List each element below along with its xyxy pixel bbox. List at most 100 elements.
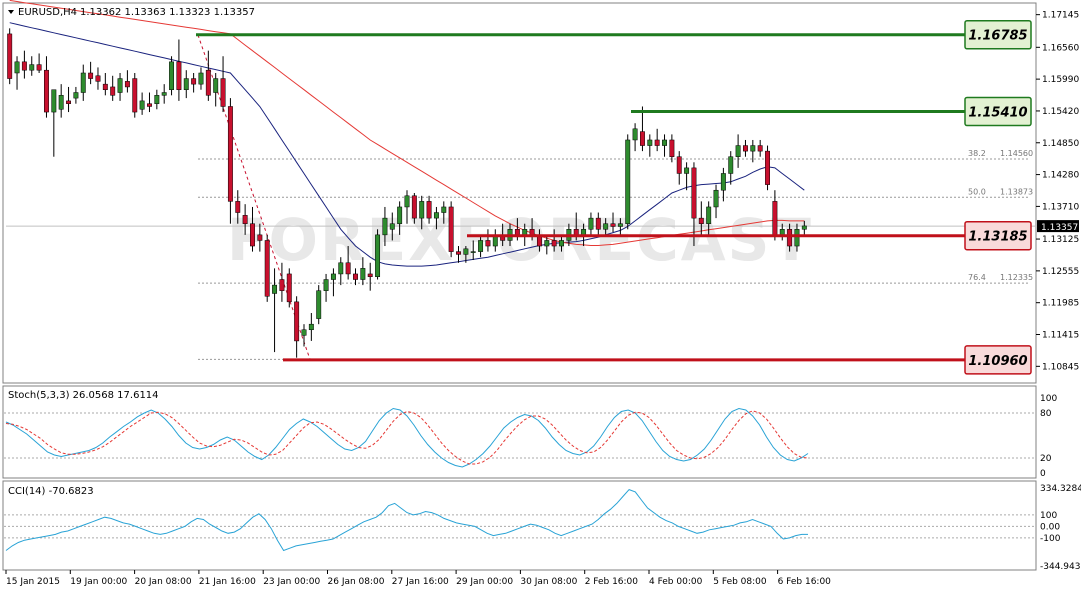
- candle[interactable]: [647, 134, 653, 157]
- candle[interactable]: [433, 206, 439, 230]
- candle[interactable]: [765, 145, 770, 191]
- candle[interactable]: [713, 184, 719, 219]
- candle[interactable]: [66, 86, 71, 113]
- candle[interactable]: [360, 257, 366, 286]
- candle[interactable]: [124, 70, 130, 93]
- candle[interactable]: [595, 212, 601, 235]
- candle[interactable]: [375, 229, 381, 280]
- candle[interactable]: [706, 201, 712, 235]
- candle[interactable]: [110, 75, 116, 101]
- candle[interactable]: [676, 151, 682, 185]
- candle[interactable]: [14, 56, 20, 90]
- candle[interactable]: [316, 285, 322, 325]
- candle[interactable]: [132, 72, 138, 118]
- candle[interactable]: [559, 234, 564, 252]
- candle[interactable]: [301, 324, 307, 347]
- resistance-label-box[interactable]: [964, 96, 1032, 127]
- candle[interactable]: [551, 229, 557, 252]
- candle[interactable]: [213, 72, 219, 107]
- candle[interactable]: [338, 257, 344, 286]
- candle[interactable]: [264, 234, 270, 302]
- candle[interactable]: [485, 229, 491, 252]
- candle[interactable]: [794, 223, 800, 252]
- candle[interactable]: [139, 92, 145, 115]
- candle[interactable]: [235, 190, 241, 224]
- candle[interactable]: [684, 162, 690, 191]
- candle[interactable]: [80, 64, 86, 101]
- candle[interactable]: [698, 201, 704, 235]
- cci-panel[interactable]: [2, 480, 1037, 571]
- candle[interactable]: [272, 268, 278, 353]
- candle[interactable]: [382, 206, 388, 247]
- candle[interactable]: [544, 234, 550, 255]
- candle[interactable]: [51, 89, 57, 157]
- candle[interactable]: [389, 212, 395, 241]
- stochastic-panel[interactable]: [2, 385, 1037, 479]
- candle[interactable]: [330, 268, 336, 297]
- candle[interactable]: [242, 204, 248, 235]
- candle[interactable]: [617, 218, 623, 235]
- candle[interactable]: [691, 162, 697, 247]
- candle[interactable]: [735, 134, 741, 168]
- candle[interactable]: [419, 195, 425, 230]
- candle[interactable]: [279, 262, 285, 302]
- candle[interactable]: [227, 98, 233, 224]
- candle[interactable]: [411, 193, 417, 224]
- candle[interactable]: [29, 56, 35, 76]
- candle[interactable]: [198, 67, 204, 90]
- candle[interactable]: [220, 56, 226, 113]
- candle[interactable]: [757, 139, 763, 157]
- candle[interactable]: [21, 50, 27, 79]
- candle[interactable]: [470, 240, 476, 260]
- resistance-label-box[interactable]: [964, 19, 1032, 50]
- candle[interactable]: [478, 234, 484, 258]
- candle[interactable]: [294, 296, 300, 358]
- candle[interactable]: [728, 151, 734, 185]
- candle[interactable]: [102, 72, 108, 96]
- candle[interactable]: [625, 134, 631, 230]
- candle[interactable]: [603, 218, 609, 235]
- candle[interactable]: [662, 134, 667, 157]
- candle[interactable]: [147, 92, 152, 113]
- candle[interactable]: [743, 139, 748, 157]
- candle[interactable]: [308, 313, 314, 341]
- candle[interactable]: [426, 195, 432, 224]
- candle[interactable]: [161, 84, 167, 104]
- candle[interactable]: [154, 89, 160, 110]
- candle[interactable]: [169, 56, 175, 96]
- candle[interactable]: [353, 268, 358, 286]
- candle[interactable]: [669, 134, 675, 163]
- candle[interactable]: [397, 201, 403, 235]
- candle[interactable]: [286, 268, 292, 308]
- candle[interactable]: [448, 201, 454, 258]
- candle[interactable]: [205, 50, 211, 101]
- support-label-box[interactable]: [964, 220, 1032, 251]
- candle[interactable]: [88, 61, 94, 85]
- price-panel[interactable]: [2, 2, 1037, 384]
- candle[interactable]: [456, 246, 461, 263]
- candle[interactable]: [250, 206, 255, 252]
- candle[interactable]: [404, 190, 410, 224]
- candle[interactable]: [750, 139, 756, 163]
- candle[interactable]: [801, 220, 807, 235]
- candle[interactable]: [95, 67, 101, 90]
- candle[interactable]: [441, 201, 447, 224]
- candle[interactable]: [720, 167, 726, 202]
- candle[interactable]: [36, 53, 42, 73]
- candle[interactable]: [632, 123, 638, 152]
- candle[interactable]: [73, 86, 79, 104]
- support-label-box[interactable]: [964, 345, 1032, 375]
- candle[interactable]: [345, 246, 351, 280]
- candle[interactable]: [639, 106, 645, 152]
- candle[interactable]: [176, 39, 182, 101]
- candle[interactable]: [323, 273, 329, 302]
- candle[interactable]: [44, 56, 49, 118]
- candle[interactable]: [183, 70, 189, 99]
- candle[interactable]: [463, 246, 469, 263]
- candle[interactable]: [588, 212, 594, 235]
- candle[interactable]: [654, 128, 660, 152]
- candle[interactable]: [191, 72, 197, 93]
- candle[interactable]: [787, 223, 793, 252]
- candle[interactable]: [7, 28, 13, 85]
- candle[interactable]: [58, 84, 64, 118]
